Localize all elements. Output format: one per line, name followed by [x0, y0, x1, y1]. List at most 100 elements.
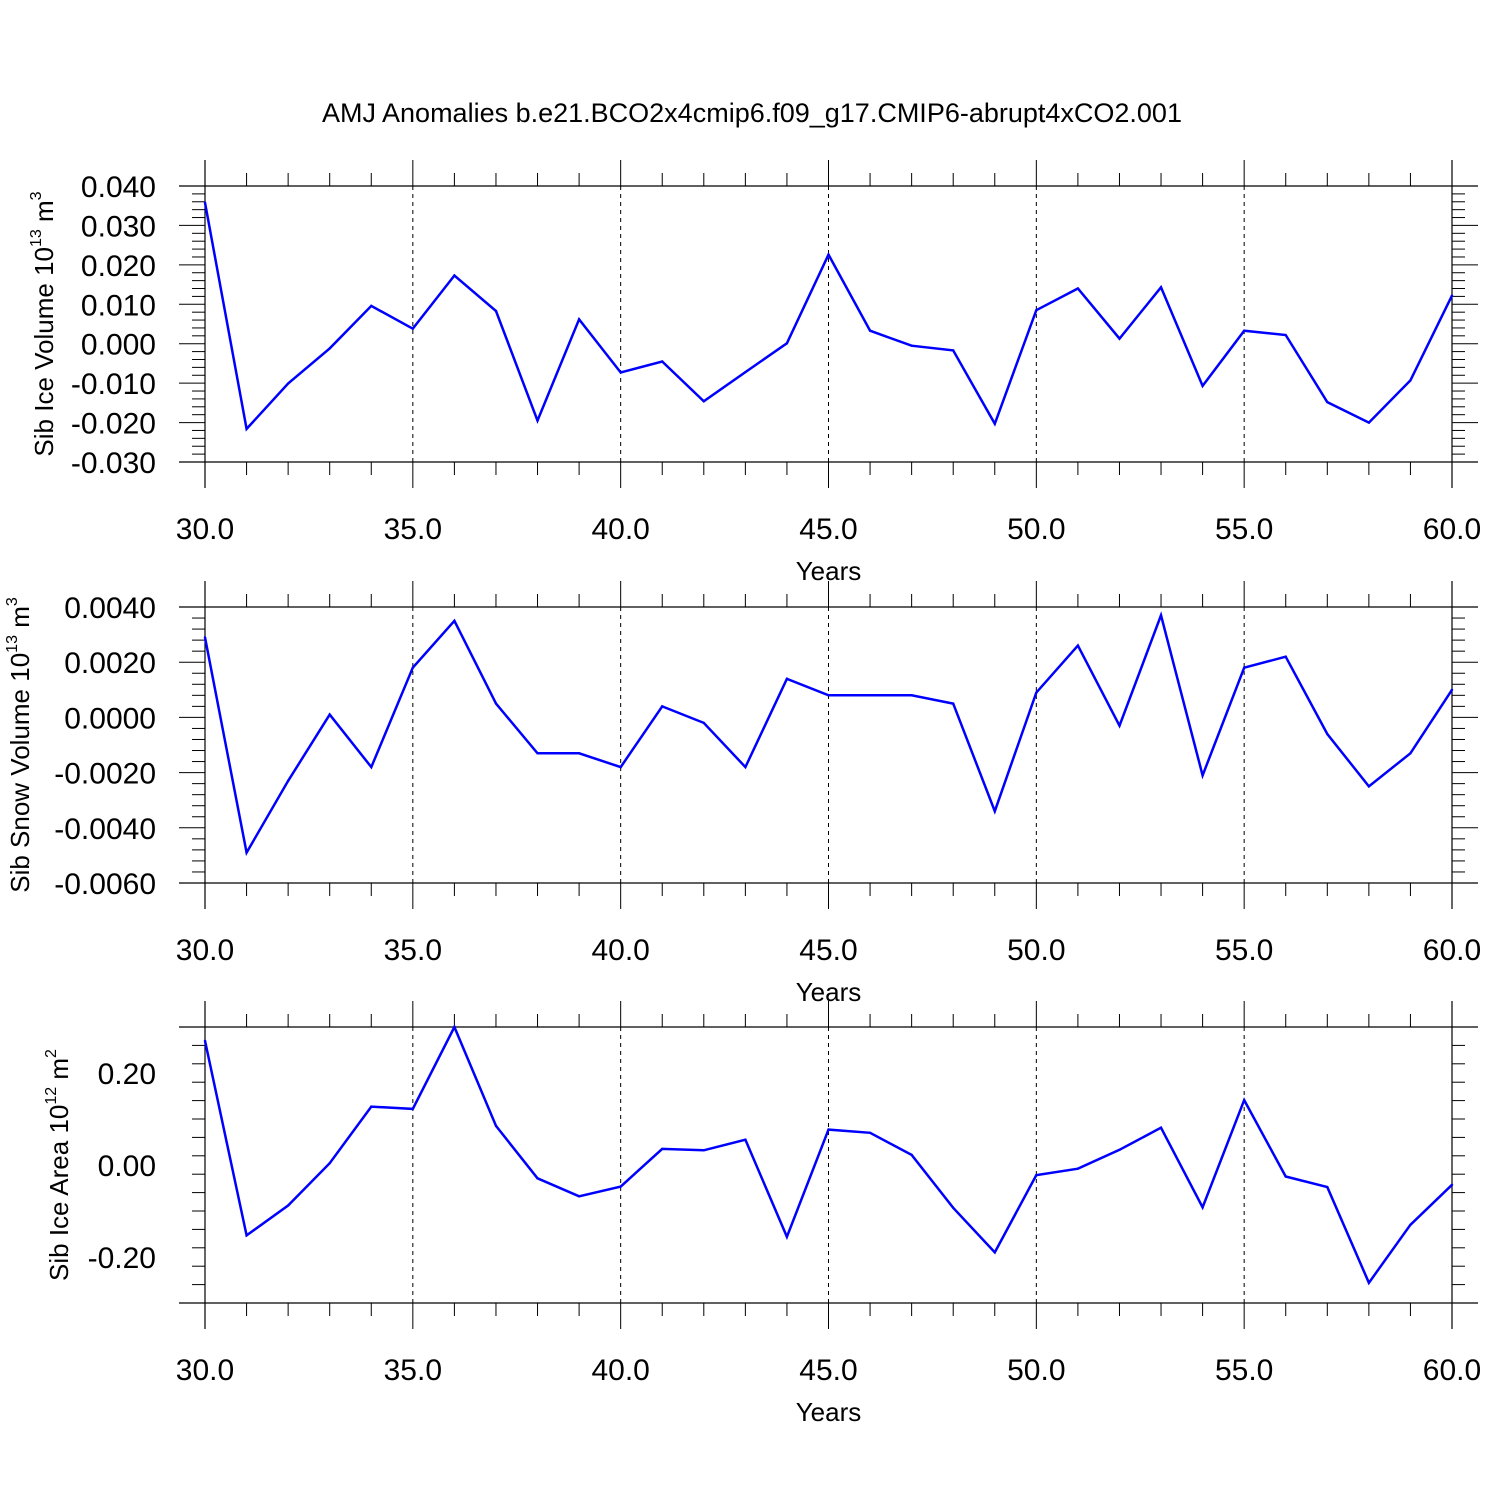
data-point: [536, 1177, 539, 1180]
data-point: [993, 810, 996, 813]
y-label-unit: m: [5, 606, 35, 635]
x-tick-label: 50.0: [1007, 1354, 1065, 1387]
data-point: [827, 694, 830, 697]
y-tick-label: 0.030: [81, 210, 156, 243]
x-tick-label: 60.0: [1423, 513, 1481, 546]
data-point: [827, 253, 830, 256]
y-tick-label: 0.0000: [64, 702, 156, 735]
data-point: [1450, 1183, 1454, 1186]
data-point: [411, 1107, 415, 1111]
x-tick-label: 45.0: [799, 934, 857, 967]
data-point: [1118, 1148, 1121, 1152]
data-point: [993, 422, 996, 425]
data-point: [868, 694, 872, 697]
data-point: [1409, 1223, 1412, 1227]
data-point: [286, 779, 290, 783]
data-point: [1242, 329, 1246, 332]
data-point: [453, 619, 456, 622]
data-point: [1201, 384, 1204, 388]
data-point: [286, 1204, 290, 1207]
x-tick-label: 55.0: [1215, 513, 1273, 546]
x-tick-label: 55.0: [1215, 1354, 1273, 1387]
data-point: [1450, 688, 1454, 691]
data-point: [1159, 614, 1163, 617]
y-tick-label: -0.030: [71, 447, 156, 480]
data-point: [1035, 309, 1038, 312]
data-point: [661, 1147, 664, 1151]
data-point: [1035, 691, 1038, 694]
y-tick-label: -0.010: [71, 368, 156, 401]
y-tick-label: 0.20: [98, 1058, 156, 1091]
x-tick-label: 35.0: [384, 934, 442, 967]
y-label-text: Sib Ice Area 10: [44, 1105, 74, 1281]
data-point: [744, 370, 747, 374]
x-tick-label: 30.0: [176, 934, 234, 967]
y-tick-label: -0.0060: [54, 868, 156, 901]
data-point: [245, 427, 248, 431]
data-point: [536, 419, 539, 422]
x-tick-label: 40.0: [591, 1354, 649, 1387]
data-point: [744, 1138, 747, 1141]
data-point: [453, 1025, 456, 1029]
data-point: [245, 1234, 248, 1237]
data-point: [1076, 287, 1080, 290]
data-point: [1284, 655, 1287, 658]
data-point: [1326, 400, 1329, 404]
y-tick-label: -0.0040: [54, 813, 156, 846]
data-point: [203, 636, 207, 639]
y-label-unit-exponent: 3: [4, 597, 21, 606]
x-tick-label: 40.0: [591, 513, 649, 546]
y-label-unit: m: [29, 200, 59, 229]
x-tick-label: 35.0: [384, 513, 442, 546]
data-point: [245, 851, 248, 854]
x-tick-label: 60.0: [1423, 934, 1481, 967]
data-point: [702, 400, 705, 403]
data-point: [785, 1235, 789, 1238]
data-point: [411, 327, 415, 330]
data-point: [411, 666, 415, 669]
data-point: [952, 1206, 955, 1209]
panel-1: 30.0 35.0 40.0 45.0 50.0 55.0 60.0 0.040 0.030 0.…: [28, 160, 1481, 586]
y-label-text: Sib Snow Volume 10: [5, 653, 35, 893]
data-point: [952, 702, 955, 705]
data-point: [203, 1039, 207, 1043]
data-point: [868, 1131, 872, 1135]
y-label-text: Sib Ice Volume 10: [29, 247, 59, 457]
data-point: [577, 1195, 581, 1198]
data-point: [744, 765, 747, 769]
data-point: [1159, 286, 1163, 289]
data-point: [203, 201, 207, 204]
x-tick-label: 45.0: [799, 1354, 857, 1387]
y-label-unit-exponent: 2: [43, 1049, 60, 1058]
chart-title: AMJ Anomalies b.e21.BCO2x4cmip6.f09_g17.…: [322, 98, 1182, 128]
y-axis-label: Sib Ice Area 1012 m2: [43, 1049, 74, 1281]
panel-3: 30.0 35.0 40.0 45.0 50.0 55.0 60.0 0.20 0.00 -0.2…: [43, 1001, 1481, 1427]
y-tick-label: -0.0020: [54, 758, 156, 791]
data-point: [1201, 774, 1204, 777]
y-tick-label: 0.0040: [64, 592, 156, 625]
data-point: [1367, 785, 1371, 788]
data-point: [1367, 421, 1371, 424]
data-point: [494, 1124, 498, 1128]
x-tick-label: 35.0: [384, 1354, 442, 1387]
data-point: [328, 713, 331, 716]
data-point: [1118, 724, 1121, 727]
data-point: [1367, 1281, 1371, 1284]
y-label-exponent: 12: [43, 1087, 60, 1105]
data-point: [494, 702, 498, 705]
x-tick-label: 30.0: [176, 513, 234, 546]
data-point: [1284, 1175, 1287, 1178]
y-tick-label: 0.000: [81, 329, 156, 362]
data-point: [536, 752, 539, 755]
x-tick-label: 60.0: [1423, 1354, 1481, 1387]
data-point: [910, 694, 913, 697]
data-point: [910, 344, 913, 347]
panel-2: 30.0 35.0 40.0 45.0 50.0 55.0 60.0 0.0040 0.0020…: [4, 581, 1481, 1007]
x-tick-label: 30.0: [176, 1354, 234, 1387]
data-point: [328, 347, 331, 350]
data-point: [785, 677, 789, 680]
x-tick-label: 55.0: [1215, 934, 1273, 967]
data-point: [1201, 1206, 1204, 1209]
data-point: [1035, 1173, 1038, 1177]
data-point: [1284, 333, 1287, 337]
